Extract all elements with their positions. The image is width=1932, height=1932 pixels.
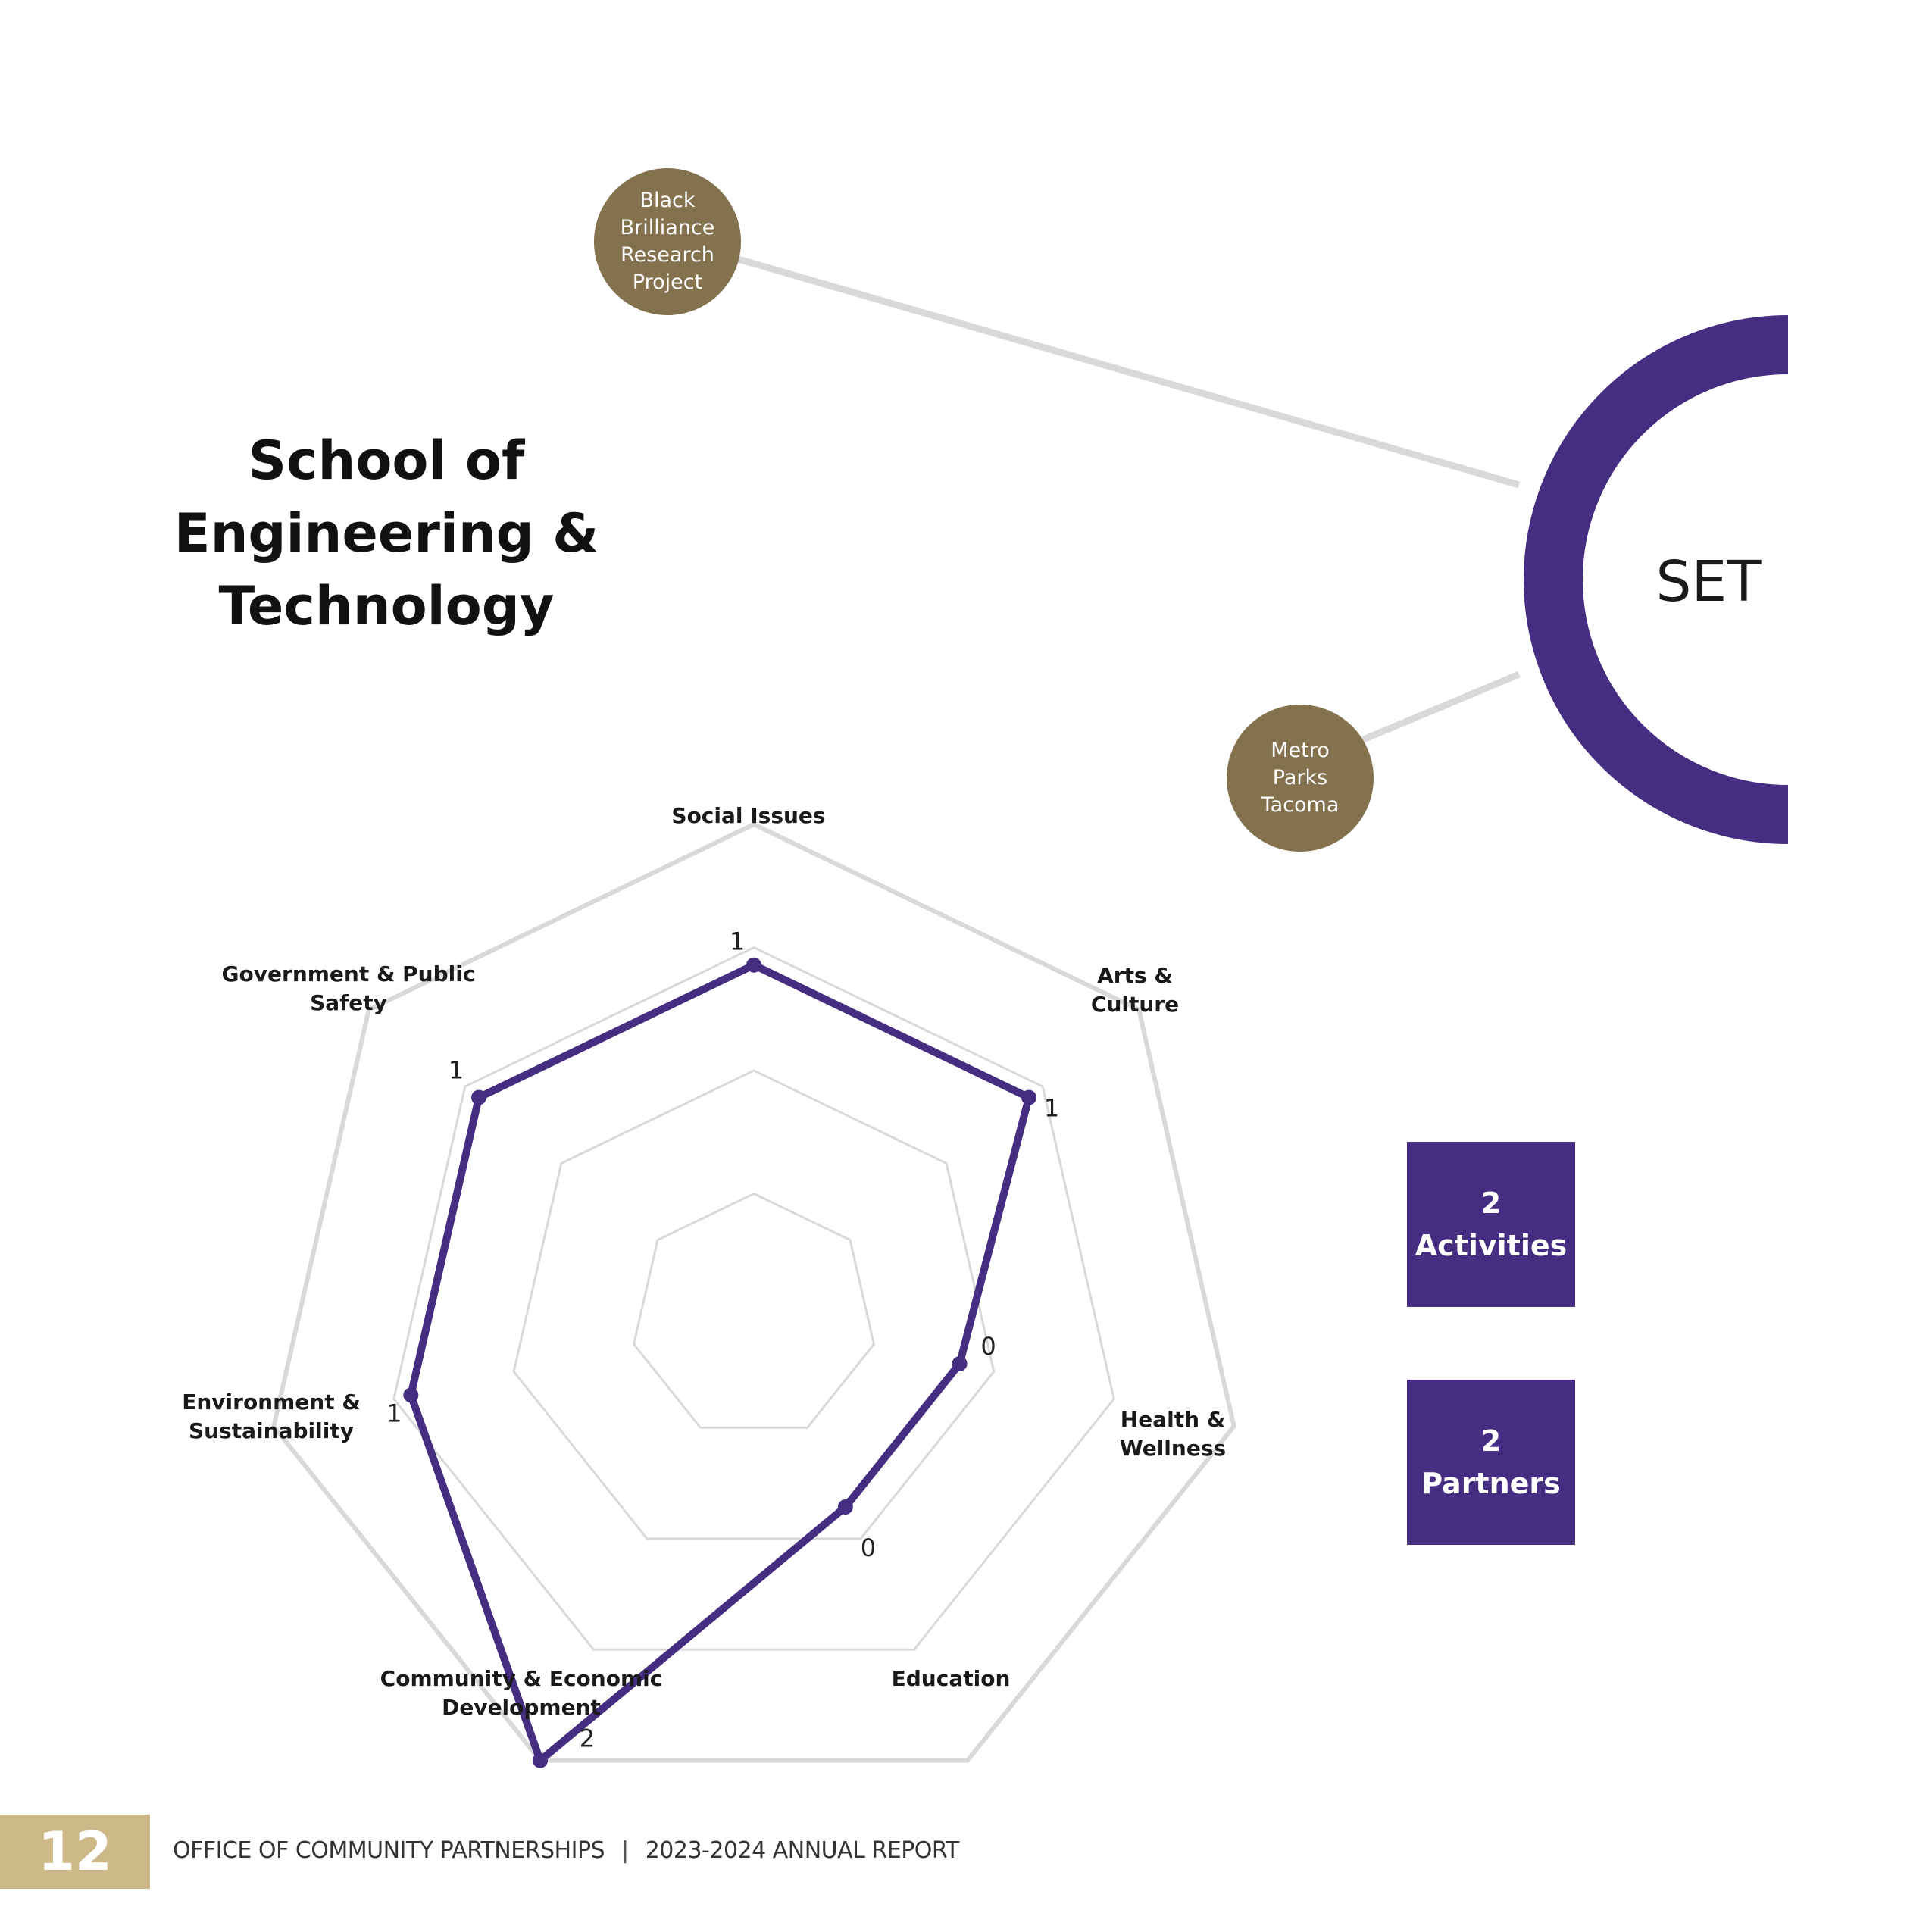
set-ring (1524, 315, 1789, 844)
radar-axis-label: Environment & Sustainability (182, 1390, 361, 1443)
radar-data-point (837, 1499, 853, 1515)
radar-grid-ring (512, 1069, 996, 1540)
radar-data-point (952, 1355, 968, 1371)
bubble-line: Brilliance (620, 216, 715, 239)
radar-axis-label-line: Culture (1091, 992, 1179, 1017)
radar-data-point (403, 1387, 419, 1403)
radar-axis-label-line: Education (892, 1666, 1011, 1691)
bubble-line: Metro (1271, 739, 1330, 762)
radar-axis-label: Social Issues (671, 803, 825, 828)
radar-data-label: 2 (580, 1724, 595, 1753)
stat-number: 2 (1480, 1424, 1502, 1458)
radar-axis-label: Education (892, 1666, 1011, 1691)
radar-axis-label-line: Environment & (182, 1390, 361, 1415)
radar-data-label: 1 (386, 1399, 402, 1427)
radar-axis-label-line: Arts & (1097, 963, 1173, 988)
radar-data-label: 0 (861, 1533, 876, 1562)
radar-axis-label-line: Development (442, 1695, 601, 1720)
stat-label: Partners (1421, 1467, 1561, 1500)
bubble-line: Black (639, 189, 696, 212)
radar-data-point (746, 957, 761, 973)
activities-stat-box: 2 Activities (1407, 1142, 1575, 1307)
radar-axis-label: Government & Public Safety (222, 961, 476, 1015)
radar-axis-label-line: Wellness (1120, 1436, 1226, 1461)
title-line: Engineering & (174, 502, 599, 564)
radar-axis-label: Community & Economic Development (380, 1666, 663, 1720)
page-number: 12 (0, 1815, 150, 1889)
radar-data-point (471, 1089, 487, 1105)
center-label: SET (1655, 549, 1762, 614)
radar-axis-label-line: Social Issues (671, 803, 825, 828)
radar-axis-label-line: Safety (310, 990, 387, 1015)
radar-data-label: 1 (730, 927, 745, 956)
partners-stat-box: 2 Partners (1407, 1380, 1575, 1545)
radar-data-label: 1 (449, 1056, 464, 1085)
radar-grid-ring (632, 1192, 876, 1429)
title-line: Technology (218, 575, 555, 637)
radar-axis-label-line: Government & Public (222, 961, 476, 986)
radar-axis-label: Arts & Culture (1091, 963, 1179, 1017)
partner-bubble-black-brilliance: Black Brilliance Research Project (594, 168, 741, 315)
radar-series-line (407, 961, 1033, 1765)
radar-grid-ring (392, 946, 1115, 1651)
radar-grid-ring (271, 821, 1236, 1763)
connector-line-metro-parks (1355, 671, 1521, 746)
radar-axis-label: Health & Wellness (1120, 1407, 1226, 1461)
footer-text: OFFICE OF COMMUNITY PARTNERSHIPS | 2023-20… (173, 1837, 959, 1864)
bubble-line: Tacoma (1261, 793, 1340, 817)
footer-report: 2023-2024 ANNUAL REPORT (645, 1837, 960, 1864)
title-line: School of (248, 430, 525, 492)
page-title: School of Engineering & Technology (152, 424, 621, 642)
stat-number: 2 (1480, 1186, 1502, 1220)
bubble-line: Parks (1272, 766, 1328, 789)
radar-data-label: 1 (1044, 1094, 1059, 1123)
radar-axis-label-line: Community & Economic (380, 1666, 663, 1691)
bubble-line: Project (632, 270, 703, 294)
radar-axis-label-line: Sustainability (189, 1418, 354, 1443)
connector-line-black-brilliance (718, 250, 1521, 489)
radar-axis-label-line: Health & (1121, 1407, 1225, 1432)
radar-data-point (532, 1752, 548, 1768)
stat-label: Activities (1415, 1229, 1568, 1262)
radar-data-point (1021, 1089, 1036, 1105)
bubble-line: Research (621, 243, 714, 267)
partner-bubble-metro-parks: Metro Parks Tacoma (1227, 705, 1374, 852)
footer-office: OFFICE OF COMMUNITY PARTNERSHIPS (173, 1837, 605, 1864)
footer-separator: | (621, 1837, 629, 1864)
radar-data-label: 0 (980, 1332, 996, 1361)
